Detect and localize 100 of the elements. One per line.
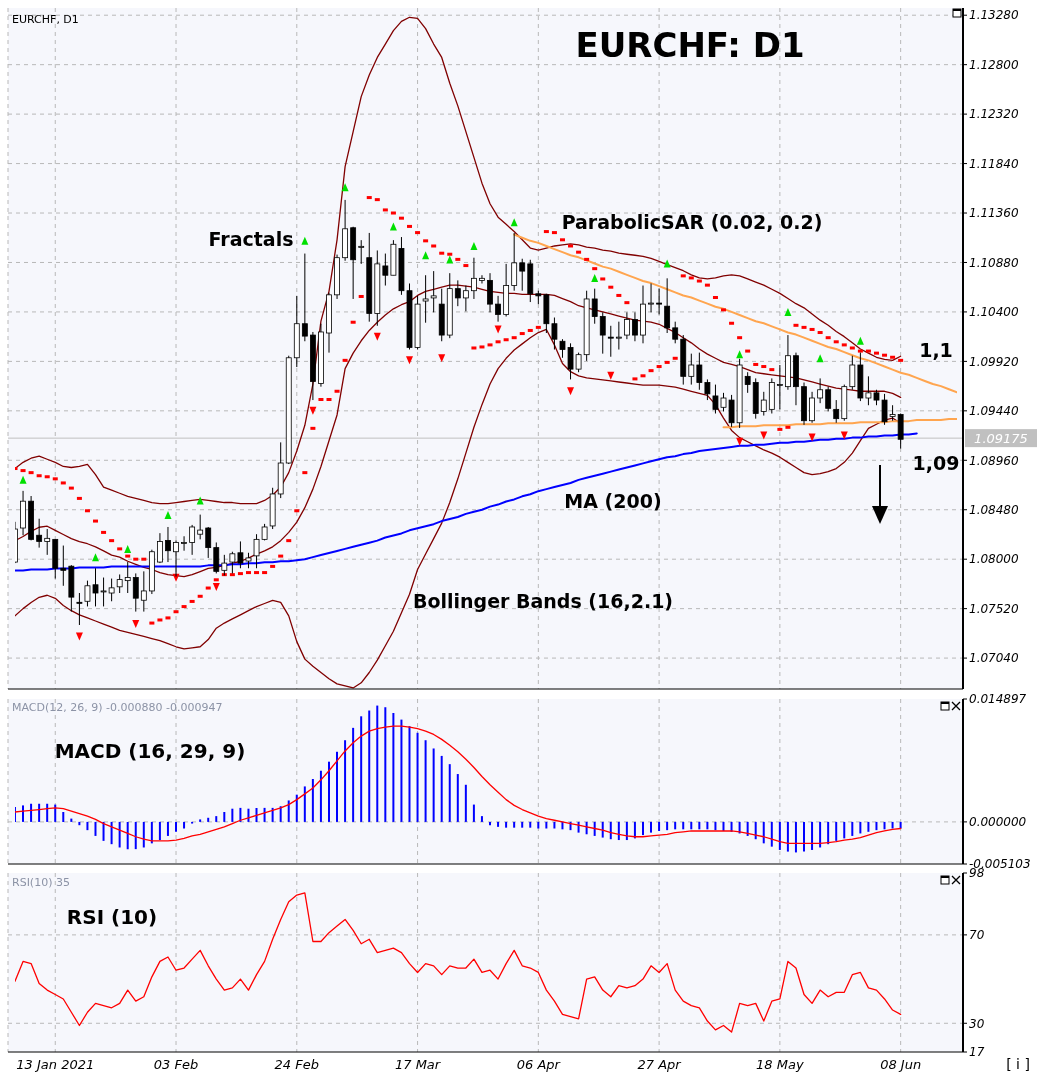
y-tick-label: 1.12800 [969, 57, 1019, 72]
x-tick-label: 03 Feb [153, 1057, 199, 1073]
bar [207, 817, 210, 822]
bar [472, 804, 475, 822]
bar [440, 755, 443, 822]
bar [746, 821, 749, 836]
bar [819, 821, 822, 848]
y-tick-label: 1.10880 [969, 255, 1019, 270]
bar [416, 732, 419, 822]
bar [891, 821, 894, 829]
bar [497, 821, 500, 827]
bar [344, 740, 347, 822]
candlestick [817, 377, 824, 404]
bar [593, 821, 596, 836]
bar [94, 821, 97, 836]
point [389, 222, 397, 231]
point [132, 620, 140, 629]
annotation: Bollinger Bands (16,2.1) [412, 590, 674, 612]
point [164, 510, 172, 519]
annotation: MA (200) [564, 490, 662, 512]
candlestick [672, 321, 679, 344]
point [301, 236, 309, 245]
point [856, 336, 864, 345]
candlestick [479, 274, 485, 284]
bar [521, 821, 524, 828]
candlestick [744, 371, 751, 394]
bar [336, 751, 339, 822]
y-tick-label: 1.07040 [969, 651, 1019, 666]
bar [803, 821, 805, 852]
candlestick [615, 321, 622, 351]
point [19, 475, 27, 484]
point [422, 251, 430, 260]
bar [319, 770, 322, 822]
bar [480, 816, 483, 822]
y-tick-label: 30 [969, 1016, 985, 1031]
candlestick [301, 253, 308, 342]
bar [674, 821, 677, 830]
bar [553, 821, 556, 829]
bar [46, 803, 49, 822]
bar [690, 821, 693, 830]
point [341, 183, 349, 192]
annotation: MACD(12, 26, 9) -0.000880 -0.000947 [12, 701, 223, 714]
x-tick-label: 06 Apr [516, 1057, 562, 1073]
point [406, 356, 414, 365]
bar [706, 821, 709, 830]
annotation: EURCHF, D1 [12, 13, 79, 26]
bar [666, 821, 669, 831]
candlestick [760, 391, 767, 417]
candlestick [624, 311, 630, 340]
point [816, 354, 824, 363]
candlestick [776, 364, 783, 410]
bar [827, 821, 830, 845]
bar [601, 821, 604, 838]
bar [899, 821, 902, 829]
candlestick [76, 592, 83, 626]
candlestick [519, 258, 526, 292]
bar [408, 726, 411, 822]
y-tick-label: 70 [969, 928, 985, 943]
bar [883, 821, 886, 830]
y-tick-label: 1.09440 [969, 404, 1019, 419]
candlestick [607, 325, 614, 358]
bar [577, 821, 580, 833]
bar [529, 821, 532, 828]
bar [183, 821, 186, 829]
point [124, 544, 132, 553]
y-tick-label: 1.09920 [969, 354, 1019, 369]
bar [142, 821, 145, 848]
bar [770, 821, 773, 847]
x-tick-label: 08 Jun [880, 1057, 922, 1073]
bar [166, 821, 169, 836]
bar [513, 821, 516, 828]
y-tick-label: 1.11840 [969, 156, 1019, 171]
bar [62, 812, 65, 822]
y-tick-label: 1.08480 [969, 503, 1019, 517]
candlestick [197, 514, 204, 540]
bar [223, 812, 226, 822]
bar [633, 821, 636, 839]
candlestick [157, 532, 163, 564]
bar [859, 821, 862, 834]
candlestick [454, 279, 461, 307]
bar [867, 821, 870, 832]
bar [158, 821, 161, 841]
ref-line-label: 1.09175 [974, 431, 1028, 447]
x-tick-label: 17 Mar [394, 1057, 442, 1073]
line-series [15, 892, 902, 1033]
candlestick [648, 282, 654, 313]
bar [843, 821, 846, 839]
point [591, 273, 599, 282]
bar [625, 821, 628, 841]
annotation: Fractals [208, 228, 294, 250]
bar [641, 821, 644, 836]
point [736, 350, 744, 359]
candlestick [165, 526, 171, 563]
candlestick [656, 288, 662, 315]
bar [175, 821, 177, 832]
x-tick-label: 18 May [756, 1057, 804, 1073]
point [663, 259, 671, 268]
candlestick [462, 285, 469, 312]
y-tick-label: 0.000000 [969, 815, 1027, 830]
candlestick [430, 270, 437, 313]
